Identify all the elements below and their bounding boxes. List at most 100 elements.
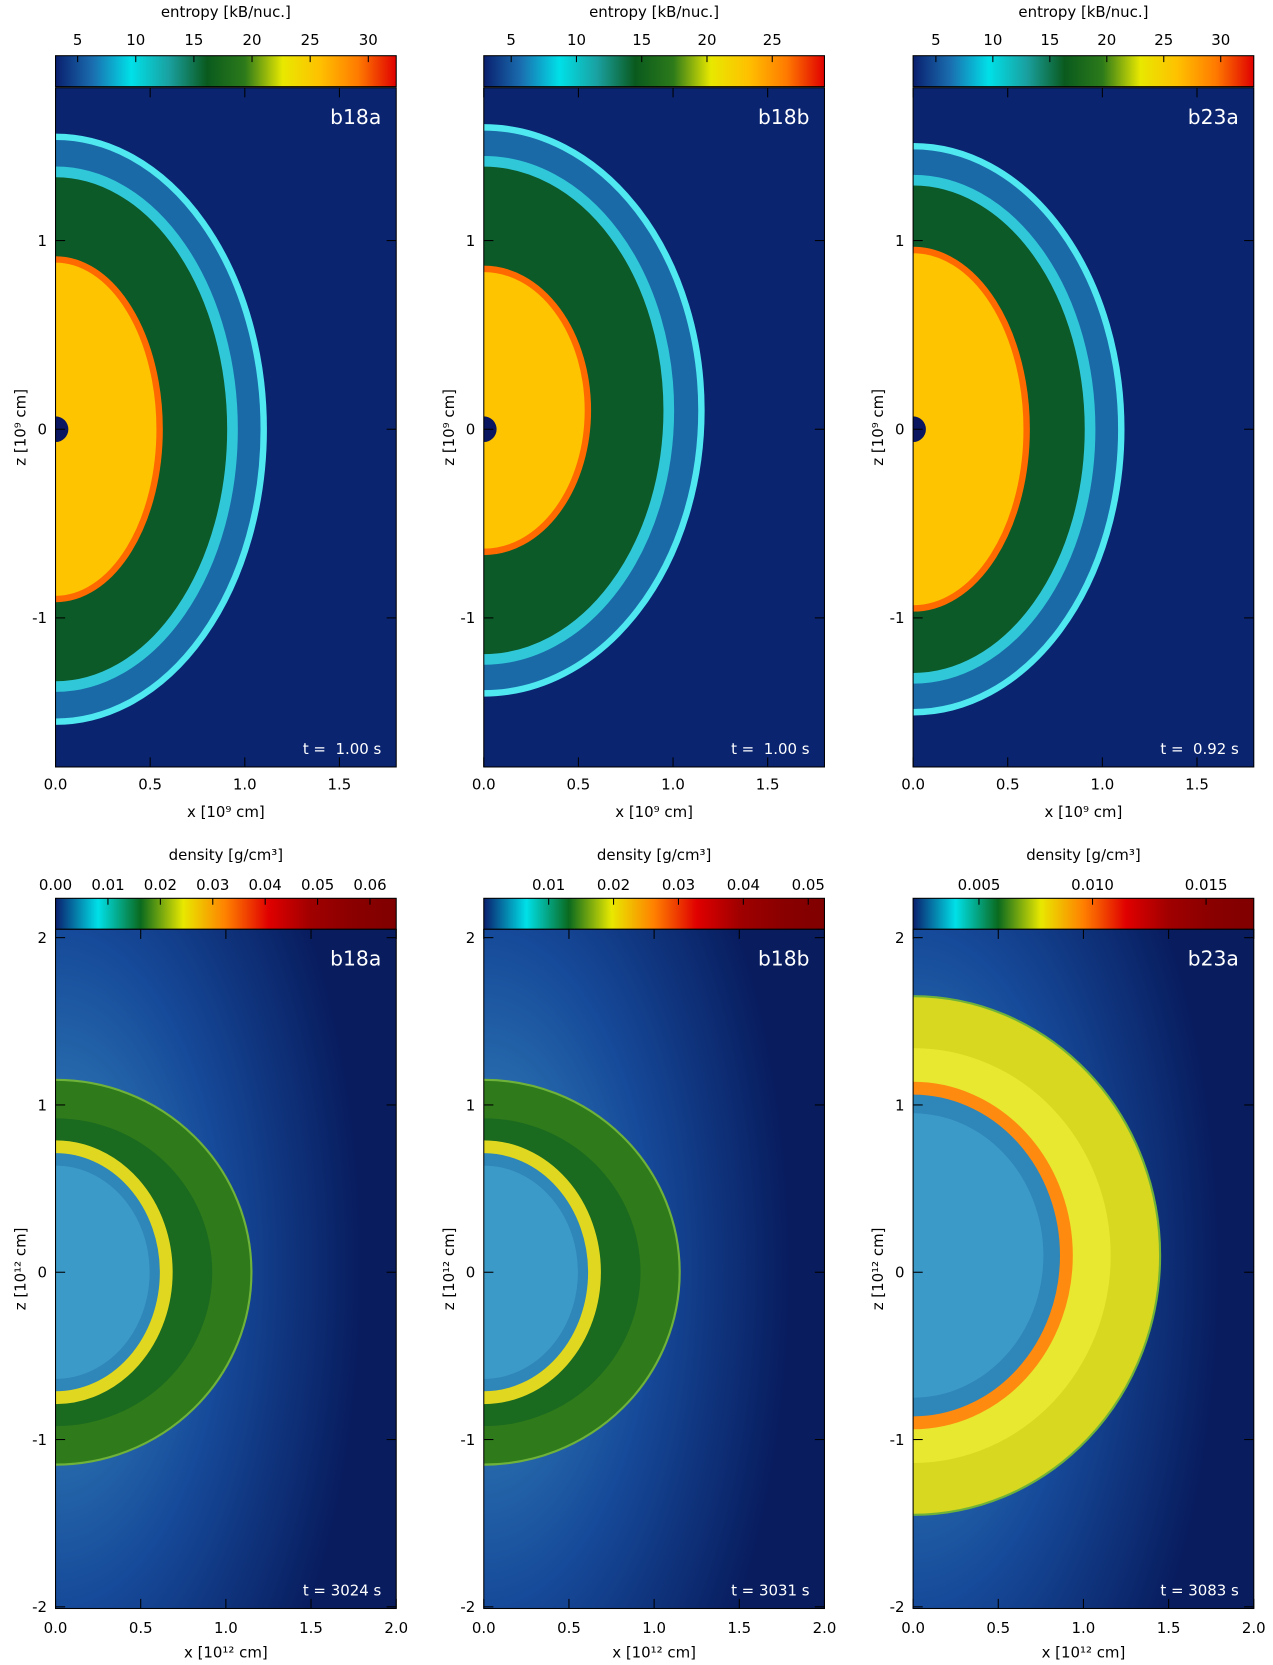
x-tick-label: 1.0: [1090, 775, 1114, 793]
simulation-image: [913, 87, 1254, 767]
colorbar-tick-label: 10: [983, 31, 1002, 49]
time-annotation: t = 0.92 s: [1160, 740, 1239, 758]
y-tick-label: -1: [460, 609, 475, 627]
x-tick-label: 1.5: [328, 775, 352, 793]
x-tick-label: 0.5: [567, 775, 591, 793]
time-annotation: t = 1.00 s: [303, 740, 382, 758]
y-tick-label: -1: [32, 1431, 47, 1449]
colorbar-tick-label: 30: [359, 31, 378, 49]
x-tick-label: 1.0: [661, 775, 685, 793]
x-tick-label: 2.0: [813, 1619, 837, 1637]
y-tick-label: 1: [466, 1096, 476, 1114]
inner-region: [55, 1165, 150, 1379]
y-axis-label: z [10¹² cm]: [869, 1228, 887, 1311]
panel-title: b18a: [330, 105, 381, 129]
colorbar-tick-label: 15: [184, 31, 203, 49]
x-axis-label: x [10⁹ cm]: [1045, 803, 1123, 821]
y-tick-label: 0: [37, 421, 47, 439]
colorbar: [54, 55, 397, 88]
x-tick-label: 0.0: [44, 775, 68, 793]
x-tick-label: 2.0: [384, 1619, 408, 1637]
colorbar-tick-label: 0.06: [353, 876, 386, 894]
colorbar-tick-label: 25: [1154, 31, 1173, 49]
colorbar-tick-label: 0.005: [958, 876, 1001, 894]
x-axis-label: x [10⁹ cm]: [187, 803, 265, 821]
y-tick-label: 0: [37, 1264, 47, 1282]
colorbar-tick-label: 20: [697, 31, 716, 49]
colorbar: [912, 897, 1255, 930]
y-axis-label: z [10¹² cm]: [440, 1228, 458, 1311]
colorbar-tick-label: 10: [126, 31, 145, 49]
y-tick-label: 2: [895, 929, 905, 947]
colorbar: [54, 897, 397, 930]
x-tick-label: 1.0: [214, 1619, 238, 1637]
colorbar: [912, 55, 1255, 88]
colorbar-tick-label: 30: [1211, 31, 1230, 49]
y-tick-label: 1: [466, 232, 476, 250]
colorbar-tick-label: 0.00: [39, 876, 72, 894]
panel-title: b23a: [1188, 947, 1239, 971]
x-tick-label: 0.0: [901, 775, 925, 793]
x-tick-label: 0.5: [129, 1619, 153, 1637]
y-tick-label: 0: [895, 421, 905, 439]
inner-region: [913, 1113, 1044, 1398]
colorbar-tick-label: 0.04: [249, 876, 282, 894]
inner-region: [483, 1165, 578, 1379]
time-annotation: t = 3031 s: [731, 1582, 810, 1600]
x-tick-label: 1.0: [1072, 1619, 1096, 1637]
colorbar-tick-label: 0.01: [91, 876, 124, 894]
x-tick-label: 0.0: [472, 1619, 496, 1637]
simulation-image: [483, 87, 825, 767]
y-tick-label: 1: [37, 232, 47, 250]
y-tick-label: -1: [890, 609, 905, 627]
colorbar-tick-label: 5: [931, 31, 941, 49]
colorbar-tick-label: 0.04: [727, 876, 760, 894]
y-axis-label: z [10⁹ cm]: [869, 389, 887, 466]
plot-frame: [54, 87, 397, 768]
x-axis-label: x [10¹² cm]: [612, 1644, 696, 1661]
x-tick-label: 0.0: [472, 775, 496, 793]
colorbar-tick-label: 0.05: [792, 876, 825, 894]
colorbar-label: entropy [kB/nuc.]: [161, 3, 291, 21]
y-tick-label: 1: [895, 232, 905, 250]
colorbar-tick-label: 0.03: [196, 876, 229, 894]
simulation-image: [913, 929, 1254, 1609]
x-axis-label: x [10¹² cm]: [184, 1644, 268, 1661]
x-tick-label: 1.5: [756, 775, 780, 793]
colorbar-tick-label: 0.05: [301, 876, 334, 894]
hot-bubble: [55, 256, 163, 603]
simulation-image: [55, 929, 397, 1609]
y-axis-label: z [10¹² cm]: [12, 1228, 30, 1311]
x-tick-label: 1.0: [233, 775, 257, 793]
hot-bubble: [483, 265, 592, 556]
y-tick-label: 1: [37, 1096, 47, 1114]
y-axis-label: z [10⁹ cm]: [12, 389, 30, 466]
x-axis-label: x [10⁹ cm]: [615, 803, 693, 821]
x-tick-label: 1.0: [642, 1619, 666, 1637]
x-tick-label: 1.5: [299, 1619, 323, 1637]
colorbar-tick-label: 20: [243, 31, 262, 49]
colorbar-label: density [g/cm³]: [1026, 846, 1140, 864]
colorbar-tick-label: 15: [632, 31, 651, 49]
colorbar-tick-label: 0.02: [597, 876, 630, 894]
colorbar: [483, 897, 825, 930]
plot-frame: [912, 87, 1255, 768]
colorbar-tick-label: 25: [763, 31, 782, 49]
y-tick-label: 0: [466, 421, 476, 439]
panel-title: b18a: [330, 947, 381, 971]
y-tick-label: 1: [895, 1096, 905, 1114]
x-tick-label: 2.0: [1242, 1619, 1266, 1637]
x-tick-label: 1.5: [1157, 1619, 1181, 1637]
y-tick-label: 0: [466, 1264, 476, 1282]
x-tick-label: 0.5: [996, 775, 1020, 793]
colorbar-tick-label: 5: [506, 31, 516, 49]
x-tick-label: 0.0: [44, 1619, 68, 1637]
colorbar-tick-label: 25: [301, 31, 320, 49]
colorbar-label: density [g/cm³]: [597, 846, 711, 864]
panel-title: b18b: [758, 105, 810, 129]
x-tick-label: 0.5: [138, 775, 162, 793]
x-tick-label: 1.5: [727, 1619, 751, 1637]
